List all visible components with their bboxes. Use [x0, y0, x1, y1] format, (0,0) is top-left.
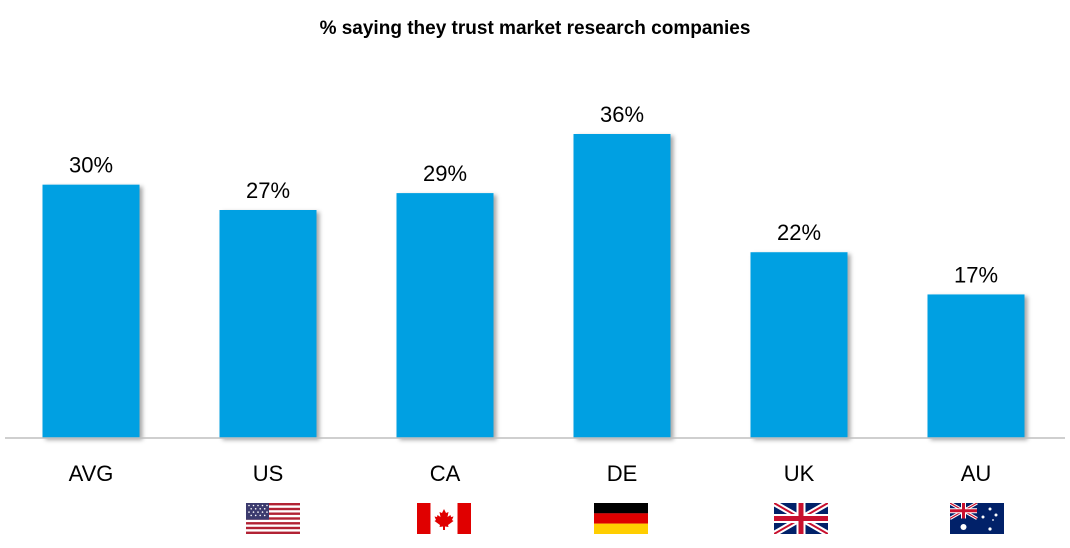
bar-ca: [396, 193, 494, 438]
value-label-au: 17%: [954, 262, 998, 287]
value-label-uk: 22%: [777, 220, 821, 245]
chart-title: % saying they trust market research comp…: [319, 18, 751, 39]
value-label-avg: 30%: [69, 153, 113, 178]
value-label-us: 27%: [246, 178, 290, 203]
bar-avg: [42, 184, 140, 438]
au-flag-icon: [950, 503, 1004, 534]
category-label-au: AU: [961, 461, 992, 486]
value-label-ca: 29%: [423, 161, 467, 186]
category-label-de: DE: [607, 461, 638, 486]
de-flag-icon: [594, 503, 648, 534]
category-label-uk: UK: [784, 461, 815, 486]
ca-flag-icon: [417, 503, 471, 534]
us-flag-icon: [246, 503, 300, 534]
category-label-ca: CA: [430, 461, 461, 486]
bar-de: [573, 134, 671, 438]
bar-uk: [750, 252, 848, 438]
bar-us: [219, 210, 317, 438]
category-label-avg: AVG: [69, 461, 114, 486]
category-label-us: US: [253, 461, 284, 486]
bar-au: [927, 294, 1025, 438]
value-label-de: 36%: [600, 102, 644, 127]
uk-flag-icon: [774, 503, 828, 534]
